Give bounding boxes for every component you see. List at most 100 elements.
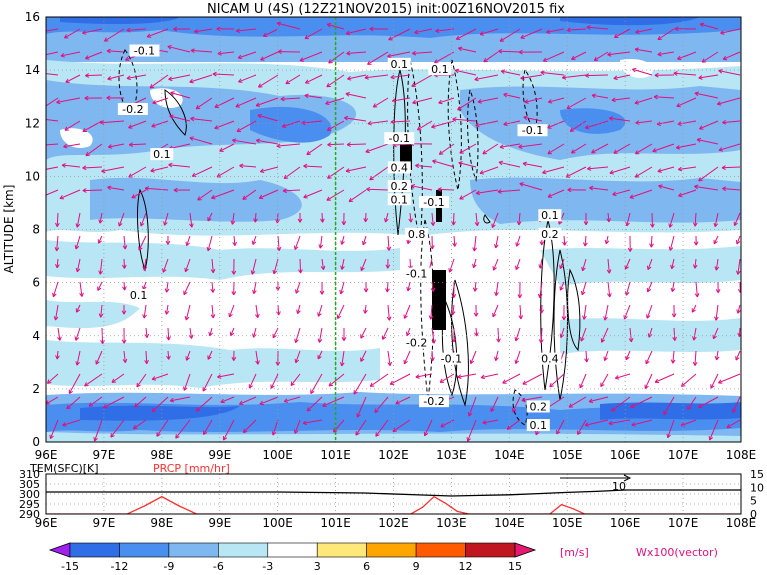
wind-vector: [134, 396, 147, 408]
surface-left-tick: 310: [19, 468, 40, 481]
wind-vector: [60, 51, 81, 57]
wind-vector-head: [364, 75, 369, 80]
wind-vector-head: [238, 78, 243, 83]
wind-vector-head: [634, 47, 640, 53]
wind-vector: [392, 97, 411, 102]
wind-vector: [167, 350, 170, 360]
wind-vector: [600, 373, 609, 387]
wind-vector: [499, 143, 521, 148]
wind-vector: [539, 281, 543, 298]
wind-vector-head: [472, 247, 477, 252]
wind-vector: [506, 419, 521, 430]
wind-vector-head: [469, 359, 475, 365]
wind-vector: [547, 189, 565, 198]
wind-vector: [718, 373, 741, 384]
wind-vector: [722, 120, 741, 124]
wind-vector: [495, 281, 499, 296]
contour-label-bg: [526, 419, 550, 432]
wind-vector: [515, 350, 521, 364]
colorbar-tick: 6: [363, 560, 370, 573]
surface-x-tick: 107E: [668, 516, 699, 530]
wind-vector-head: [355, 431, 360, 436]
wind-vector: [722, 51, 741, 60]
wind-vector-head: [494, 356, 499, 361]
wind-vector-head: [62, 422, 67, 427]
wind-vector: [474, 281, 477, 292]
wind-vector: [317, 304, 323, 317]
wind-vector-head: [347, 76, 352, 81]
wind-vector-head: [271, 431, 277, 436]
wind-vector-head: [374, 408, 379, 414]
wind-vector-head: [98, 219, 103, 224]
wind-vector-head: [98, 313, 104, 318]
wind-vector: [671, 258, 675, 269]
wind-vector: [294, 419, 301, 434]
wind-vector: [474, 74, 499, 81]
wind-vector: [190, 117, 213, 122]
wind-vector-head: [698, 403, 703, 408]
wind-vector: [562, 74, 587, 79]
contour-label-bg: [428, 63, 452, 76]
wind-vector: [625, 281, 631, 296]
wind-vector: [211, 189, 235, 199]
contour-label-bg: [401, 336, 432, 349]
contour-label: 0.2: [391, 180, 409, 193]
wind-vector: [644, 373, 653, 389]
wind-vector-head: [151, 376, 157, 381]
wind-vector: [372, 97, 389, 108]
main-x-tick: 104E: [494, 448, 525, 462]
surface-right-tick: 10: [750, 481, 764, 494]
wind-vector-head: [467, 412, 473, 417]
wind-vector: [56, 350, 59, 360]
wind-vector: [85, 143, 103, 157]
wind-vector: [435, 28, 455, 32]
contour-label-bg: [150, 148, 174, 161]
wind-vector-head: [294, 358, 300, 364]
wind-vector: [255, 350, 259, 365]
wind-vector: [698, 74, 719, 79]
wind-vector: [194, 28, 213, 33]
wind-vector-head: [257, 83, 263, 88]
wind-vector-head: [549, 382, 554, 388]
wind-vector-head: [360, 266, 365, 272]
wind-vector-head: [477, 99, 482, 104]
wind-vector-head: [646, 287, 652, 293]
wind-vector-head: [566, 104, 571, 110]
wind-vector-head: [142, 314, 147, 319]
wind-vector: [415, 164, 433, 168]
wind-vector: [107, 186, 125, 191]
wind-vector-head: [459, 195, 464, 200]
contour-label: -0.1: [522, 124, 543, 137]
wind-vector-head: [451, 293, 457, 298]
wind-vector: [282, 120, 301, 128]
wind-vector-head: [431, 339, 437, 344]
wind-vector: [325, 97, 345, 105]
wind-vector-head: [607, 293, 612, 298]
wind-vector-head: [646, 314, 651, 319]
wind-vector-head: [55, 355, 60, 360]
surface-x-tick: 108E: [726, 516, 757, 530]
wind-vector: [304, 28, 323, 40]
wind-vector: [88, 396, 103, 407]
wind-vector-head: [168, 162, 173, 168]
wind-vector: [52, 281, 59, 297]
wind-vector: [305, 74, 323, 84]
wind-vector: [605, 235, 609, 244]
wind-vector: [667, 419, 675, 438]
wind-vector: [306, 396, 323, 412]
wind-vector: [333, 419, 345, 433]
wind-vector: [136, 373, 147, 388]
wind-vector-head: [693, 241, 699, 246]
wind-vector-head: [345, 30, 351, 36]
wind-vector-head: [341, 336, 347, 341]
wind-vector-head: [668, 246, 674, 251]
wind-vector-head: [138, 246, 143, 251]
wind-vector-head: [452, 116, 457, 122]
wind-vector: [515, 327, 521, 342]
wind-vector-head: [231, 270, 237, 275]
wind-vector-head: [387, 361, 392, 366]
wind-vector-head: [239, 163, 244, 169]
wind-vector: [585, 350, 588, 363]
wind-vector: [364, 304, 367, 314]
